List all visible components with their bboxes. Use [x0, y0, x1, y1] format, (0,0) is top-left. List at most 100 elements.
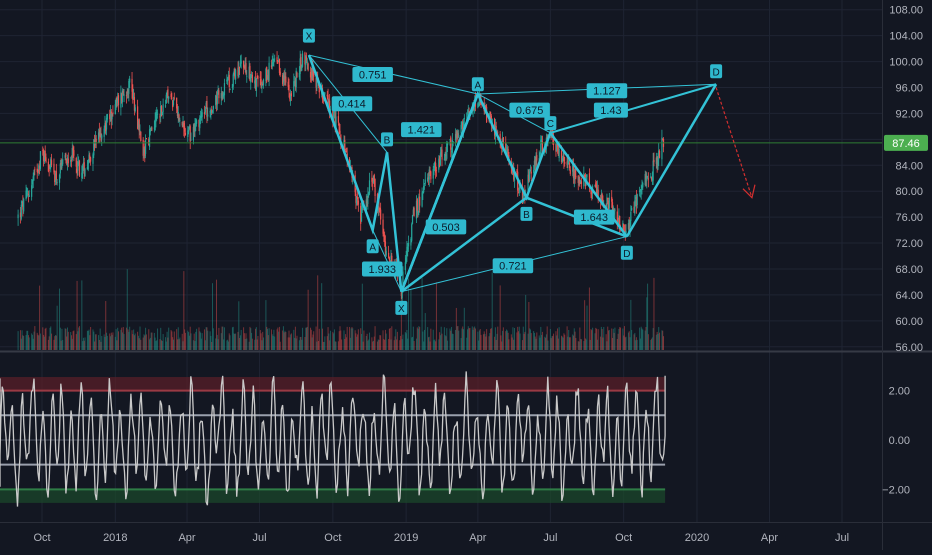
volume-bar [165, 337, 167, 350]
volume-bar [601, 329, 603, 350]
volume-bar [223, 327, 225, 350]
price-axis[interactable]: 108.00104.00100.0096.0092.0088.0084.0080… [882, 5, 928, 497]
candle-body [644, 173, 646, 186]
volume-bar [602, 337, 604, 350]
volume-bar [122, 327, 124, 350]
candle-body [261, 84, 263, 88]
volume-bar [518, 326, 520, 350]
volume-bar [279, 341, 281, 350]
volume-bar [266, 326, 268, 350]
harmonic-pattern-drawings[interactable]: 0.751 0.414 1.421 1.933 0.675 1.127 1.43 0.503 0… [302, 28, 756, 315]
volume-bar [220, 333, 222, 350]
volume-bar [120, 329, 122, 350]
candle-body [433, 163, 435, 168]
candle-body [566, 161, 568, 165]
point-label-text: A [475, 80, 482, 91]
volume-bar [447, 340, 449, 350]
volume-bar [226, 340, 228, 350]
point-label: A [366, 239, 379, 254]
volume-bar [239, 337, 241, 350]
volume-bar [157, 328, 159, 350]
candle-body [204, 108, 206, 113]
candle-body [415, 200, 418, 219]
candle-body [226, 79, 228, 82]
candle-body [144, 146, 146, 156]
volume-bar [188, 335, 190, 350]
volume-bar [633, 334, 635, 350]
volume-bar [134, 333, 136, 350]
candle-body [374, 179, 376, 196]
volume-bar [137, 335, 139, 350]
point-label: D [620, 245, 633, 260]
candle-body [388, 257, 391, 261]
volume-bar [636, 339, 638, 350]
candle-body [122, 90, 124, 94]
volume-bar [262, 331, 264, 350]
volume-bar [547, 340, 549, 350]
volume-bar [133, 329, 135, 350]
volume-bar [646, 297, 648, 350]
volume-bar [417, 328, 419, 350]
candle-body [540, 139, 542, 155]
candle-body [159, 116, 161, 118]
candle-body [284, 76, 286, 79]
candle-body [594, 184, 596, 186]
candle-body [256, 76, 258, 78]
volume-bar [75, 334, 77, 350]
volume-bar [248, 341, 250, 350]
candle-body [134, 107, 136, 111]
candle-body [443, 158, 445, 161]
ratio-label-text: 1.933 [368, 264, 396, 276]
volume-bar [377, 339, 379, 350]
candle-body [569, 169, 571, 174]
volume-bar [580, 339, 582, 350]
candle-body [579, 178, 581, 185]
candle-body [211, 110, 214, 113]
candle-body [533, 169, 535, 173]
volume-bar [639, 338, 641, 350]
volume-bar [575, 338, 577, 350]
candle-body [573, 168, 575, 181]
volume-bar [326, 336, 328, 350]
volume-bar [647, 334, 649, 350]
volume-bar [586, 305, 588, 350]
candle-body [439, 153, 442, 166]
candle-body [496, 131, 498, 133]
candle-body [355, 194, 357, 203]
candle-body [627, 223, 630, 230]
pattern-2-ratio-line [550, 83, 717, 134]
volume-bar [285, 332, 287, 350]
candle-body [449, 139, 451, 140]
ratio-label-bg [509, 102, 550, 118]
volume-bar [187, 330, 189, 350]
volume-bar [19, 330, 21, 350]
candle-body [34, 168, 36, 170]
volume-bar [555, 331, 557, 350]
candle-body [87, 160, 89, 170]
time-axis[interactable]: Oct 2018 Apr Jul Oct 2019 Apr Jul Oct 2020 Apr Jul [33, 532, 849, 544]
volume-bar [494, 327, 496, 350]
candle-body [67, 158, 69, 164]
volume-bar [566, 326, 568, 350]
volume-bar [254, 339, 256, 350]
candle-body [607, 197, 609, 199]
candle-body [343, 140, 345, 147]
volume-bar [204, 329, 206, 350]
candle-body [278, 59, 281, 74]
volume-bar [468, 328, 470, 350]
point-label: X [395, 300, 408, 315]
candle-body [361, 205, 363, 211]
candle-body [195, 121, 197, 124]
candle-body [575, 175, 577, 178]
candle-body [116, 97, 118, 102]
candle-body [84, 169, 86, 177]
volume-bar [59, 327, 61, 350]
candle-body [255, 77, 257, 91]
volume-bar [525, 294, 527, 350]
candle-body [231, 84, 234, 89]
candle-body [295, 70, 297, 88]
candle-body [618, 215, 620, 223]
volume-bar [357, 334, 359, 350]
